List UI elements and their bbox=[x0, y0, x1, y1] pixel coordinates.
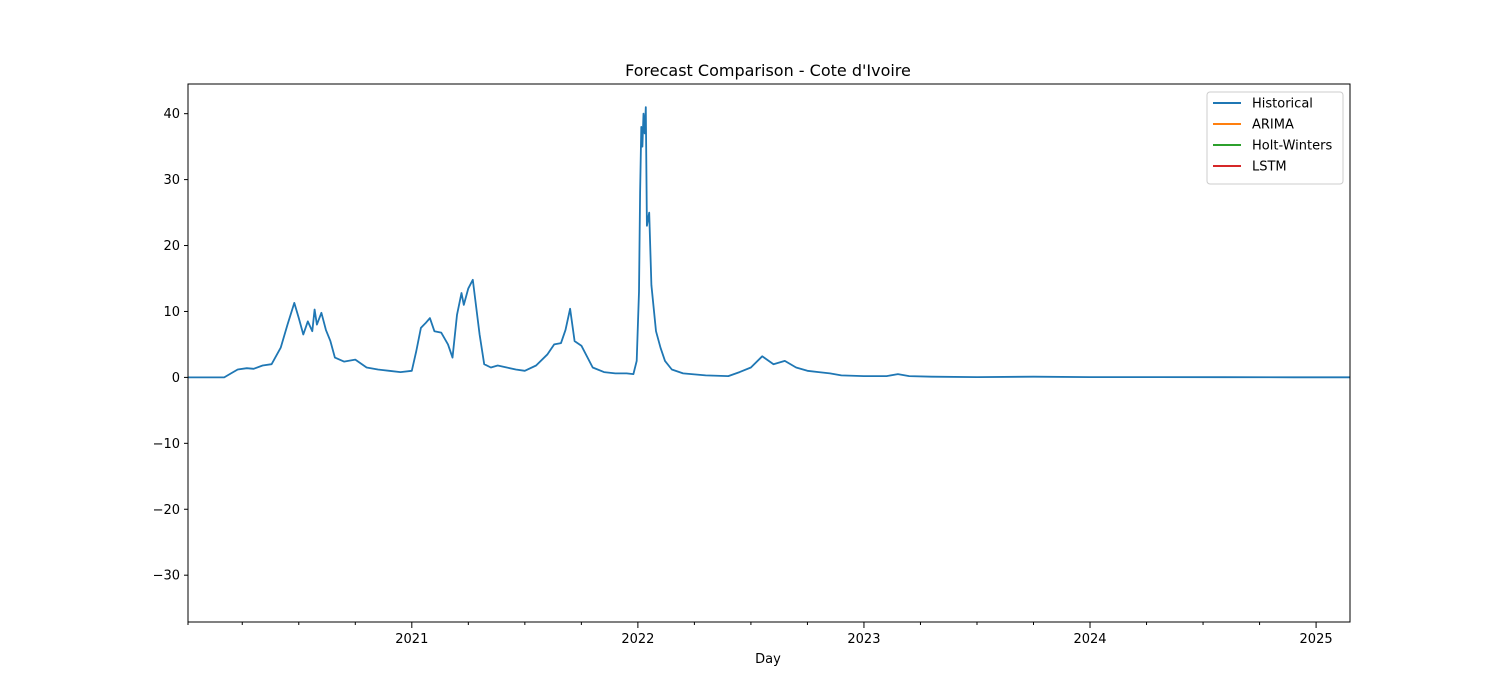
x-tick-label: 2021 bbox=[395, 632, 428, 647]
y-tick-label: 10 bbox=[163, 305, 180, 320]
y-axis: −30 −20 −10 0 10 20 30 40 bbox=[153, 107, 188, 584]
x-tick-label: 2025 bbox=[1300, 632, 1333, 647]
y-tick-label: −30 bbox=[153, 569, 180, 584]
y-tick-label: 30 bbox=[163, 173, 180, 188]
y-tick-label: −20 bbox=[153, 503, 180, 518]
x-tick-label: 2024 bbox=[1073, 632, 1106, 647]
y-tick-label: 40 bbox=[163, 107, 180, 122]
axes-frame bbox=[187, 83, 1351, 623]
y-tick-label: 20 bbox=[163, 239, 180, 254]
y-tick-label: 0 bbox=[172, 371, 180, 386]
y-tick-label: −10 bbox=[153, 437, 180, 452]
legend-label-lstm: LSTM bbox=[1252, 160, 1287, 175]
legend-label-historical: Historical bbox=[1252, 97, 1313, 112]
series-line-historical bbox=[188, 106, 1350, 379]
legend-frame bbox=[1206, 91, 1344, 185]
legend: Historical ARIMA Holt-Winters LSTM bbox=[1206, 91, 1344, 185]
legend-label-arima: ARIMA bbox=[1252, 118, 1294, 133]
x-axis: 2021 2022 2023 2024 2025 bbox=[187, 622, 1333, 647]
chart-title: Forecast Comparison - Cote d'Ivoire bbox=[625, 61, 911, 80]
x-tick-label: 2023 bbox=[847, 632, 880, 647]
x-axis-label: Day bbox=[755, 652, 781, 667]
legend-label-holt-winters: Holt-Winters bbox=[1252, 139, 1332, 154]
plot-area bbox=[187, 83, 1351, 623]
x-tick-label: 2022 bbox=[621, 632, 654, 647]
